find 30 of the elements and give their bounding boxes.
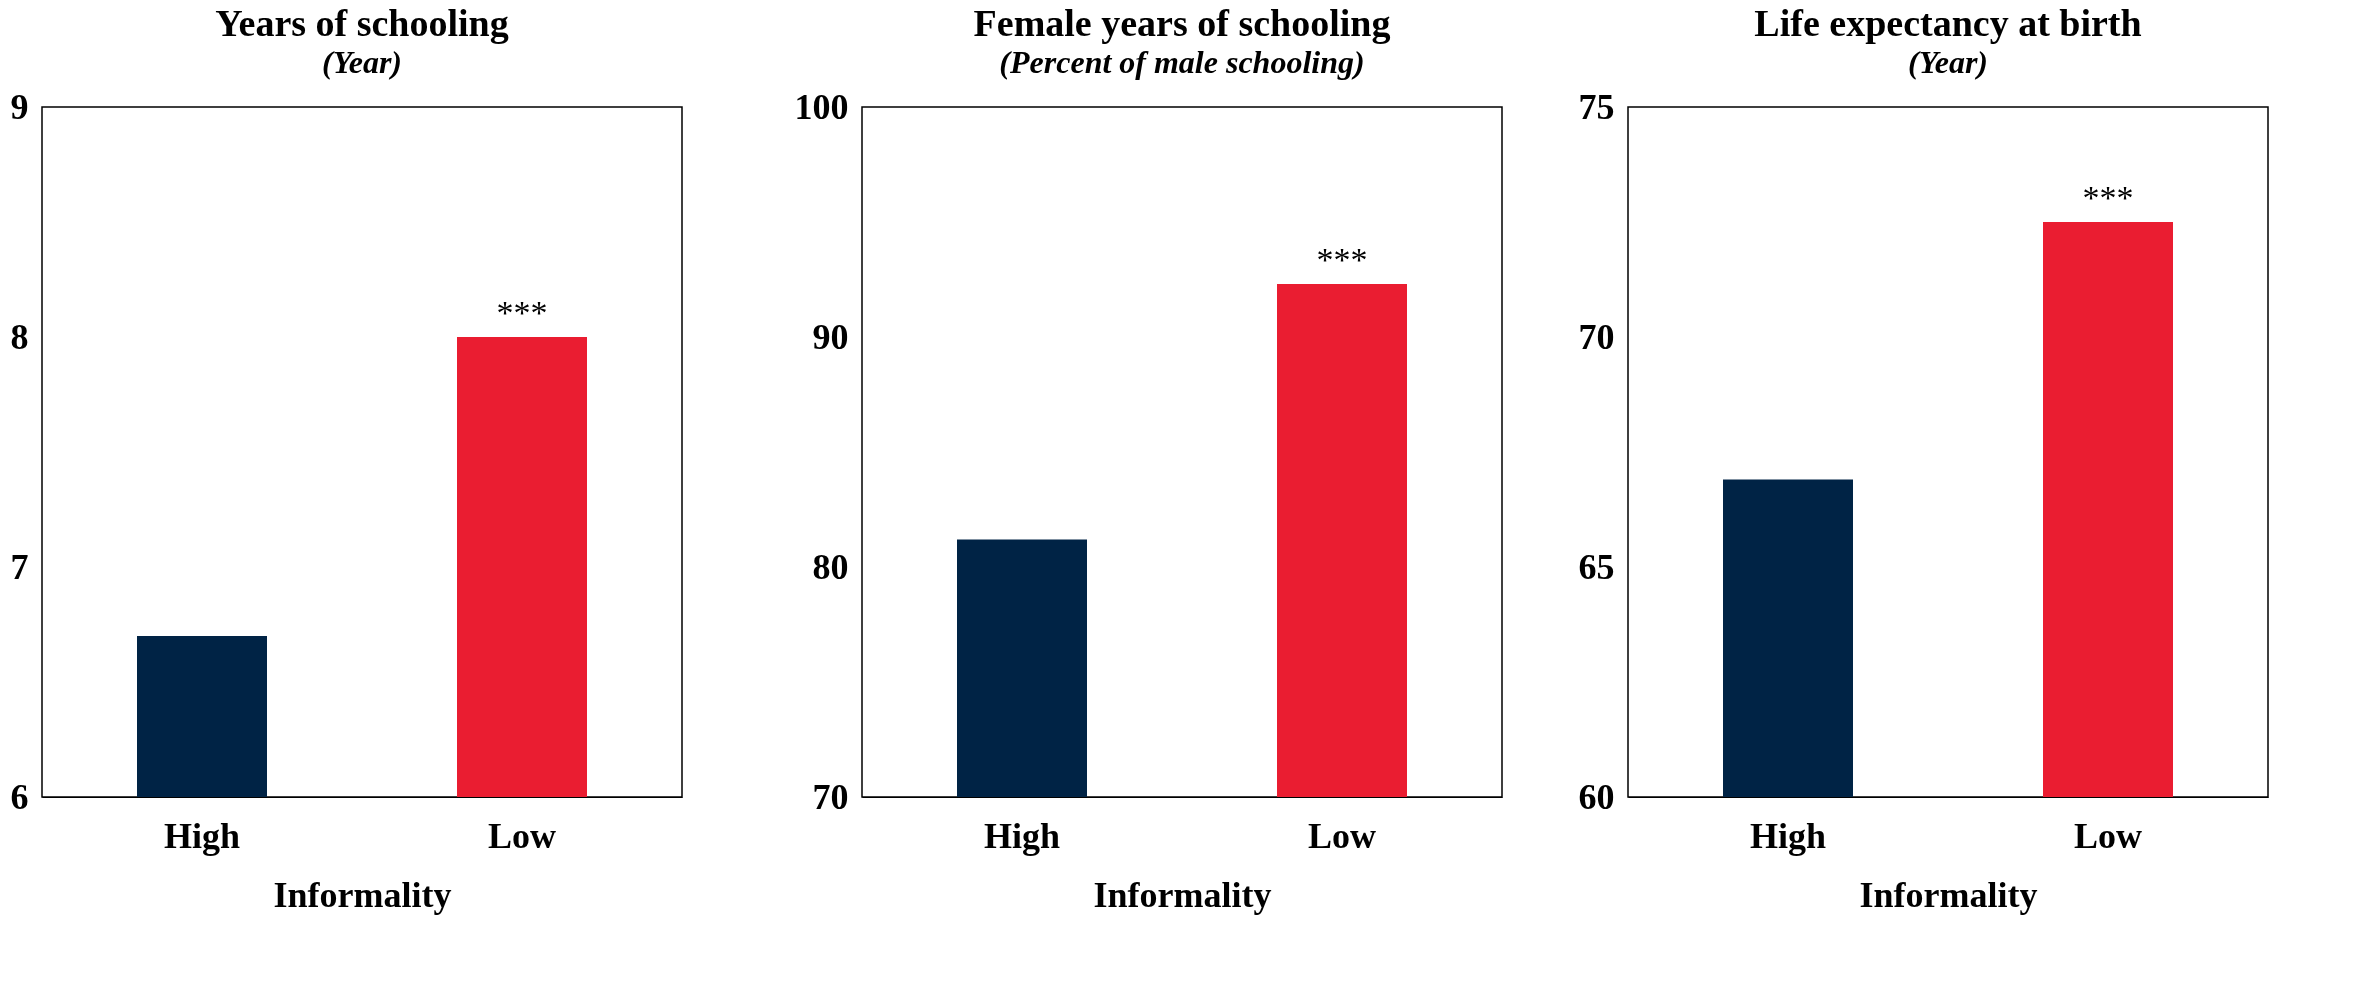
x-tick-label: Low (2073, 815, 2143, 856)
y-tick-label: 70 (1578, 316, 1615, 357)
chart-title: Life expectancy at birth (1754, 2, 2142, 44)
x-tick-label: High (983, 815, 1061, 856)
x-axis-title: Informality (1093, 874, 1272, 915)
x-axis-title: Informality (1859, 874, 2038, 915)
y-tick-label: 7 (10, 546, 29, 587)
y-tick-label: 90 (812, 316, 849, 357)
y-tick-label: 60 (1578, 776, 1615, 817)
y-tick-label: 6 (10, 776, 29, 817)
x-axis-title: Informality (273, 874, 452, 915)
x-tick-label: High (1749, 815, 1827, 856)
x-tick-label: High (163, 815, 241, 856)
y-tick-label: 70 (812, 776, 849, 817)
y-tick-label: 65 (1578, 546, 1615, 587)
y-tick-label: 100 (794, 86, 849, 127)
chart-title: Years of schooling (215, 2, 509, 44)
chart-title: Female years of schooling (973, 2, 1391, 44)
y-tick-label: 75 (1578, 86, 1615, 127)
y-tick-label: 9 (10, 86, 29, 127)
annotation: *** (2082, 179, 2134, 216)
y-tick-label: 8 (10, 316, 29, 357)
chart-subtitle: (Year) (322, 44, 402, 80)
x-tick-label: Low (487, 815, 557, 856)
chart-subtitle: (Year) (1908, 44, 1988, 80)
y-tick-label: 80 (812, 546, 849, 587)
annotation: *** (1316, 241, 1368, 279)
chart-subtitle: (Percent of male schooling) (999, 44, 1365, 80)
annotation: *** (496, 294, 548, 331)
x-tick-label: Low (1307, 815, 1377, 856)
